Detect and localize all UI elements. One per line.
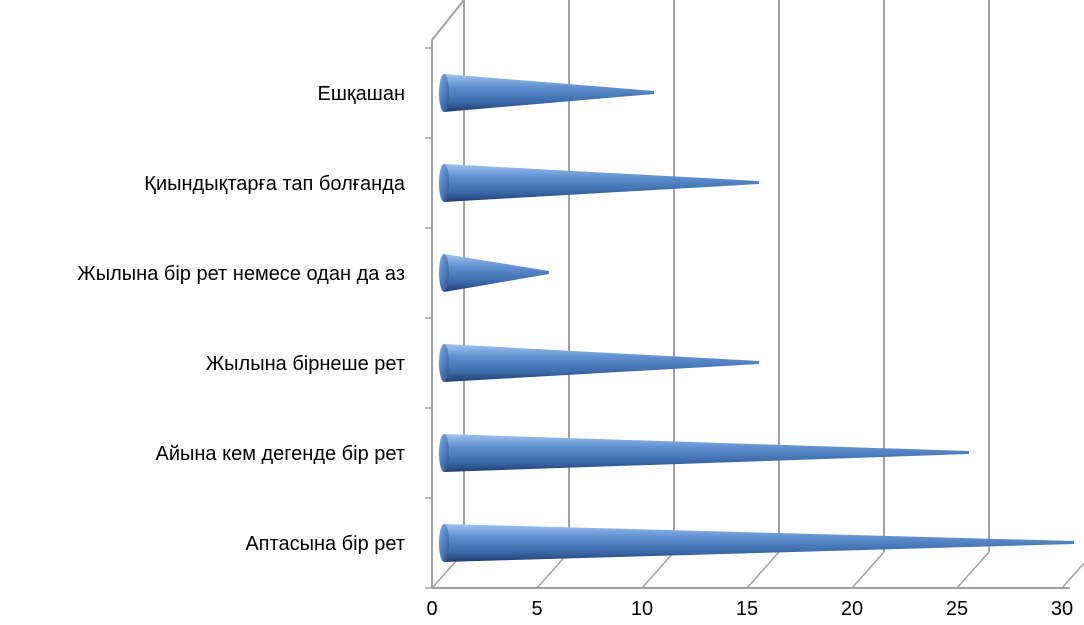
x-tick-label: 15 (736, 598, 758, 620)
floor-gridline (641, 551, 675, 589)
bar-cone (444, 254, 549, 292)
category-label: Айына кем дегенде бір рет (155, 443, 405, 465)
bar-cone (444, 164, 759, 202)
x-tick-labels: 0 5 10 15 20 25 30 (426, 598, 1073, 620)
bar-cone-base (439, 164, 449, 202)
bar (439, 254, 549, 292)
category-label: Жылына бір рет немесе одан да аз (77, 263, 405, 285)
floor-gridline (746, 551, 780, 589)
category-label: Жылына бірнеше рет (206, 353, 405, 375)
bar (439, 164, 759, 202)
category-label: Қиындықтарға тап болғанда (144, 173, 406, 195)
bar (439, 524, 1074, 562)
x-tick-label: 30 (1051, 598, 1073, 620)
x-tick-label: 0 (426, 598, 437, 620)
x-tick-label: 10 (631, 598, 653, 620)
bar (439, 434, 969, 472)
x-tick-label: 5 (531, 598, 542, 620)
category-label: Аптасына бір рет (245, 533, 405, 555)
bar-cone (444, 74, 654, 112)
category-labels: Аптасына бір рет Айына кем дегенде бір ре… (77, 83, 406, 555)
x-tick-label: 25 (946, 598, 968, 620)
bar-cone-base (439, 254, 449, 292)
category-label: Ешқашан (318, 83, 405, 105)
bar (439, 344, 759, 382)
wall-top-edge (431, 0, 465, 41)
floor-gridline (1061, 562, 1084, 589)
bar (439, 74, 654, 112)
bar-cone (444, 434, 969, 472)
floor-gridline (956, 551, 990, 589)
bar-cone-base (439, 344, 449, 382)
bar-cone (444, 344, 759, 382)
bar-cone-base (439, 524, 449, 562)
bars (439, 74, 1074, 562)
bar-cone-base (439, 434, 449, 472)
floor-gridline (851, 551, 885, 589)
bar-cone (444, 524, 1074, 562)
bar-cone-base (439, 74, 449, 112)
x-tick-label: 20 (841, 598, 863, 620)
